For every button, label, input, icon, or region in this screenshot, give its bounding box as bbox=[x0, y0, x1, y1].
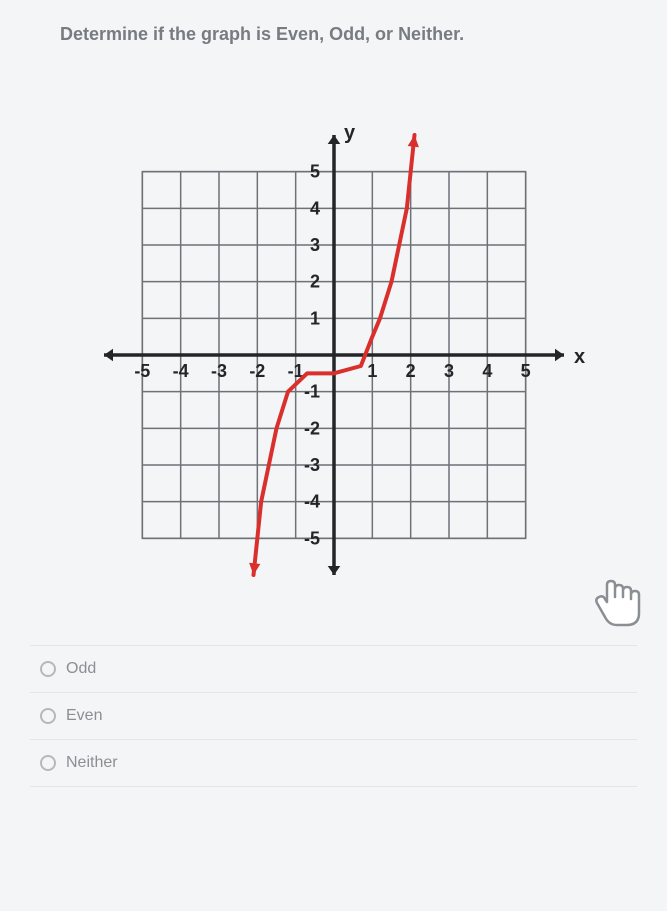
svg-text:-1: -1 bbox=[303, 382, 319, 402]
choice-odd[interactable]: Odd bbox=[30, 645, 637, 692]
choice-label: Neither bbox=[66, 754, 118, 772]
svg-text:2: 2 bbox=[405, 361, 415, 381]
radio-icon bbox=[40, 661, 56, 677]
svg-text:-5: -5 bbox=[303, 528, 319, 548]
svg-text:1: 1 bbox=[309, 308, 319, 328]
svg-text:2: 2 bbox=[309, 272, 319, 292]
svg-text:4: 4 bbox=[309, 198, 319, 218]
svg-text:-4: -4 bbox=[172, 361, 188, 381]
svg-text:4: 4 bbox=[482, 361, 492, 381]
svg-text:-3: -3 bbox=[210, 361, 226, 381]
svg-text:-2: -2 bbox=[249, 361, 265, 381]
svg-text:5: 5 bbox=[520, 361, 530, 381]
choice-label: Even bbox=[66, 707, 102, 725]
svg-text:-4: -4 bbox=[303, 492, 319, 512]
radio-icon bbox=[40, 708, 56, 724]
radio-icon bbox=[40, 755, 56, 771]
choice-neither[interactable]: Neither bbox=[30, 739, 637, 787]
svg-text:5: 5 bbox=[309, 162, 319, 182]
pointer-cursor-icon bbox=[587, 565, 647, 635]
svg-text:x: x bbox=[574, 346, 585, 368]
svg-text:-3: -3 bbox=[303, 455, 319, 475]
choice-label: Odd bbox=[66, 660, 96, 678]
svg-text:3: 3 bbox=[309, 235, 319, 255]
svg-text:3: 3 bbox=[443, 361, 453, 381]
coordinate-chart: -5-4-3-2-112345-5-4-3-2-112345xy bbox=[74, 105, 594, 605]
svg-text:1: 1 bbox=[367, 361, 377, 381]
svg-text:-2: -2 bbox=[303, 418, 319, 438]
svg-text:-5: -5 bbox=[134, 361, 150, 381]
svg-text:y: y bbox=[344, 122, 356, 144]
question-text: Determine if the graph is Even, Odd, or … bbox=[60, 24, 637, 45]
chart-container: -5-4-3-2-112345-5-4-3-2-112345xy bbox=[30, 105, 637, 605]
choice-even[interactable]: Even bbox=[30, 692, 637, 739]
answer-choices: Odd Even Neither bbox=[30, 645, 637, 787]
